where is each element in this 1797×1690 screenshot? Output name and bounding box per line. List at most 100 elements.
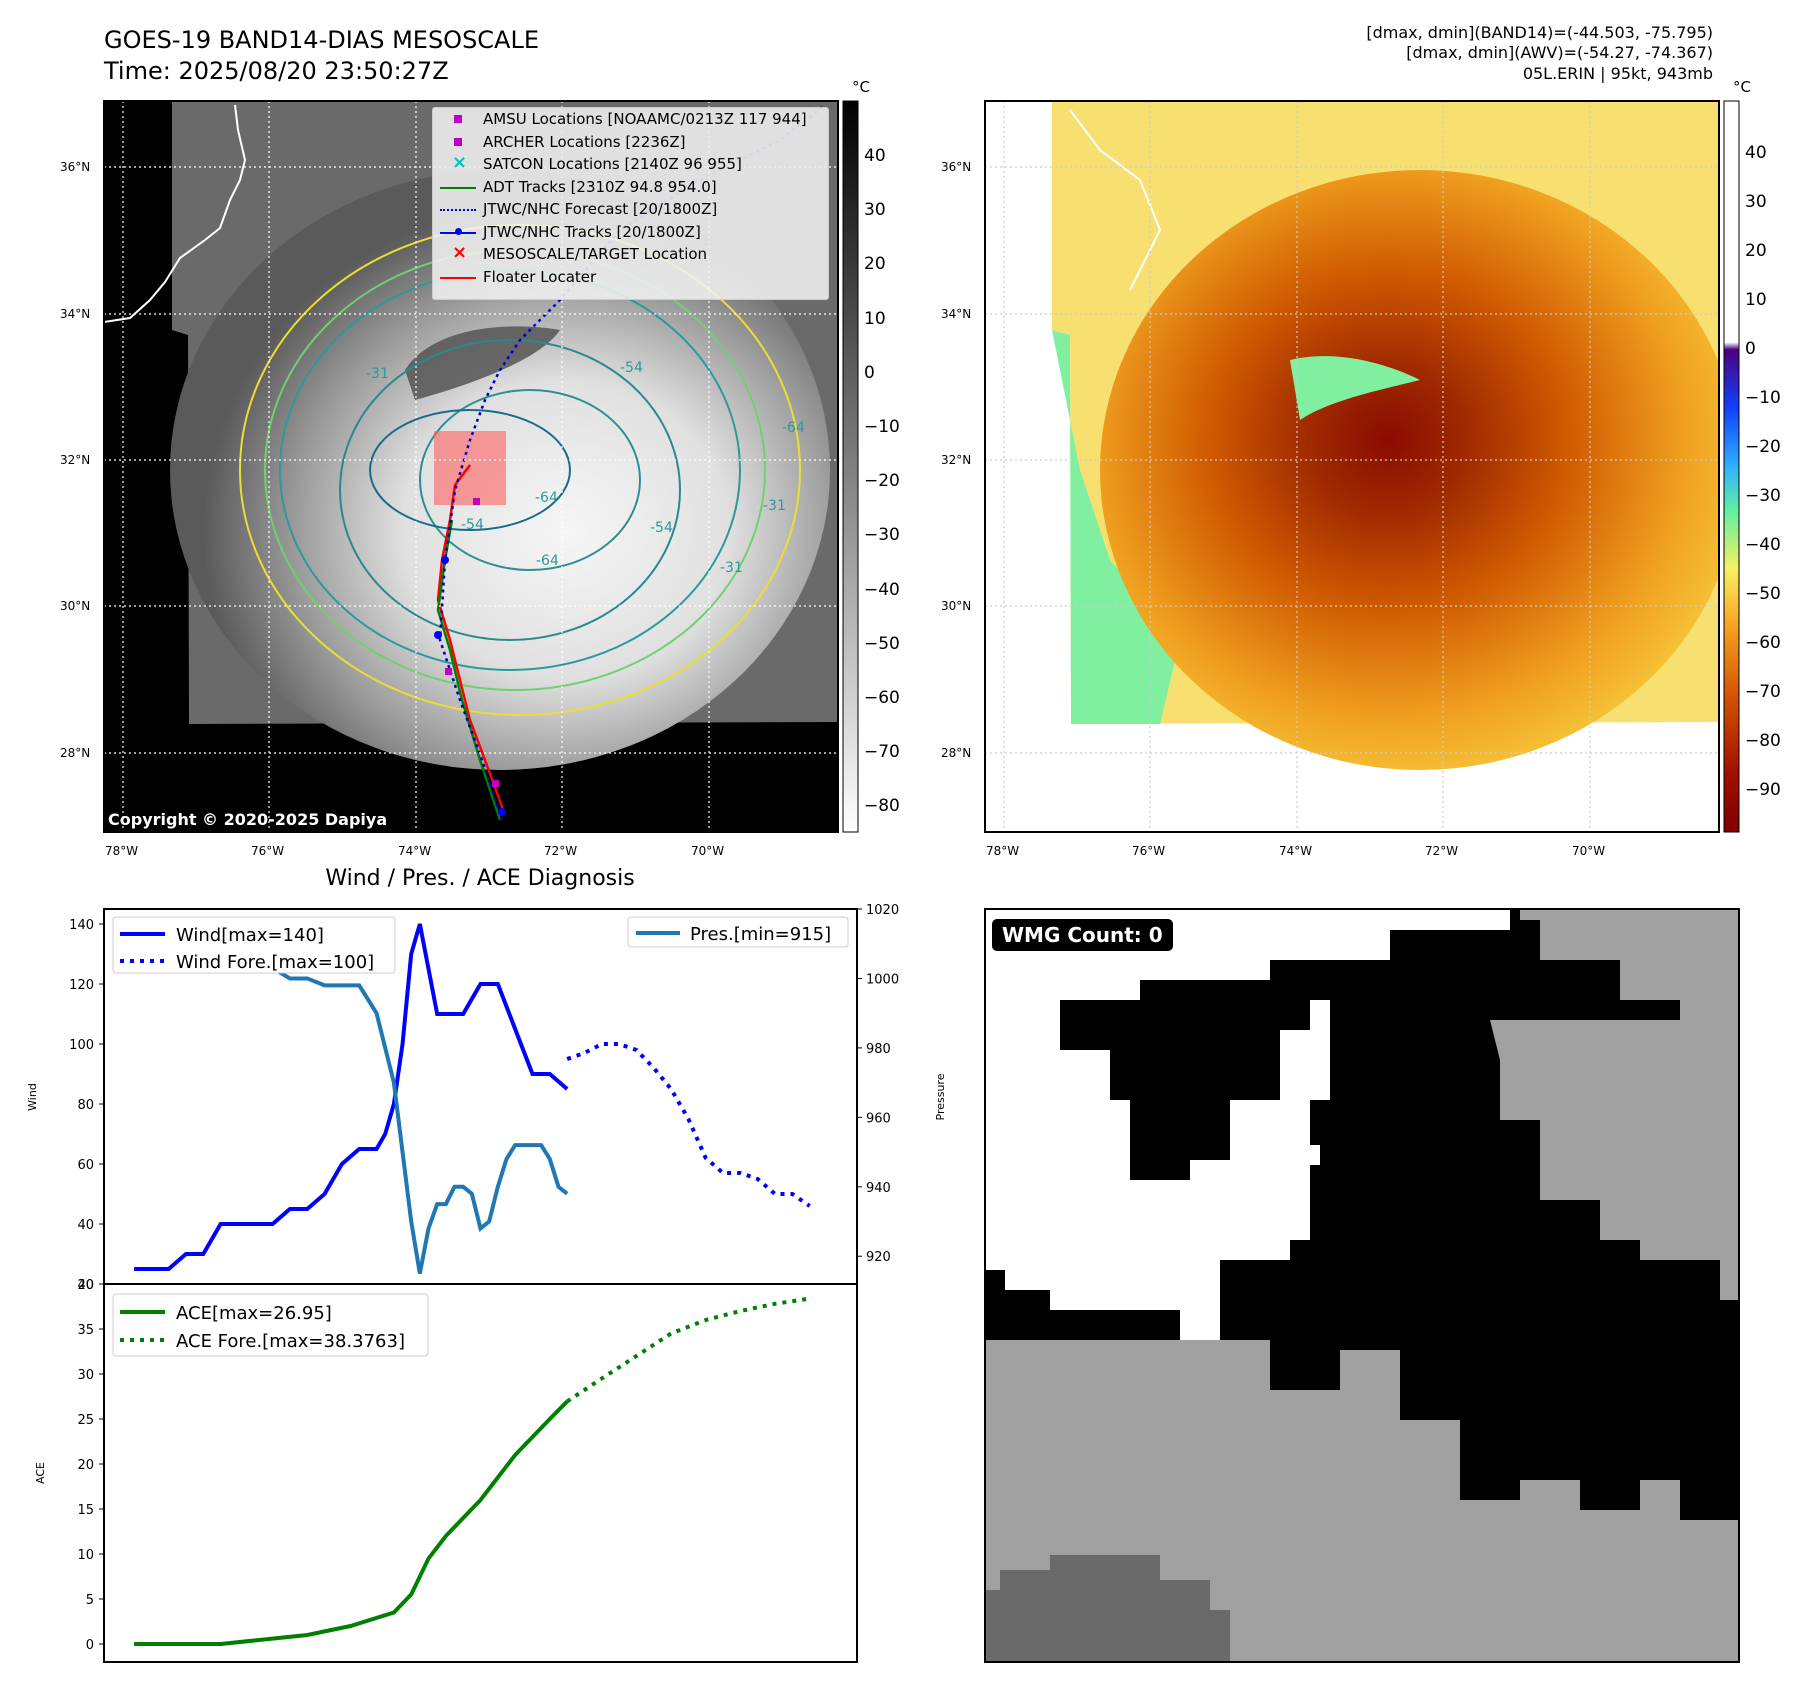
- wind-ytick-label: 60: [77, 1158, 94, 1173]
- wind-legend-label: Wind[max=140]: [176, 925, 324, 946]
- lon-label: 78°W: [105, 844, 139, 858]
- ace-legend-box: [112, 1293, 429, 1357]
- wind-ytick-label: 20: [77, 1278, 94, 1293]
- lat-label: 30°N: [60, 599, 91, 613]
- legend-marker-icon: [440, 209, 476, 211]
- ir-colorbar-tick: −20: [864, 471, 900, 492]
- ace-ytick-label: 20: [77, 1458, 94, 1473]
- awv-colorbar-tick: 20: [1745, 241, 1767, 261]
- lat-label: 32°N: [60, 453, 91, 467]
- ir-legend: [432, 107, 829, 300]
- awv-colorbar-tick: 30: [1745, 192, 1767, 212]
- lat-label: 28°N: [60, 746, 91, 760]
- awv-colorbar-tick: 10: [1745, 290, 1767, 310]
- contour-label: -31: [720, 560, 743, 576]
- lon-label: 72°W: [1425, 844, 1459, 858]
- legend-marker-icon: [454, 137, 462, 146]
- awv-colorbar-unit: °C: [1733, 78, 1751, 96]
- legend-marker-icon: ×: [452, 242, 468, 263]
- lon-label: 76°W: [1132, 844, 1166, 858]
- ace-ytick-label: 15: [77, 1503, 94, 1518]
- awv-colorbar-tick: −20: [1745, 437, 1781, 457]
- ace-ytick-label: 0: [86, 1638, 94, 1653]
- lon-label: 74°W: [398, 844, 432, 858]
- legend-label: MESOSCALE/TARGET Location: [483, 245, 708, 263]
- pres-ytick-label: 920: [866, 1250, 891, 1265]
- pres-ytick-label: 1020: [866, 903, 899, 918]
- lat-label: 34°N: [60, 307, 91, 321]
- ace-ytick-label: 5: [86, 1593, 94, 1608]
- wind-ytick-label: 100: [69, 1038, 94, 1053]
- figure-title: GOES-19 BAND14-DIAS MESOSCALE: [104, 26, 540, 54]
- wmg-mask-image: [985, 909, 1739, 1662]
- ace-legend-label: ACE[max=26.95]: [176, 1303, 332, 1324]
- pres-ytick-label: 940: [866, 1181, 891, 1196]
- wind-ytick-label: 140: [69, 918, 94, 933]
- ir-colorbar-tick: 20: [864, 254, 886, 275]
- ir-colorbar-unit: °C: [852, 78, 870, 96]
- info-line-1: [dmax, dmin](BAND14)=(-44.503, -75.795): [1366, 23, 1713, 42]
- ace-ytick-label: 10: [77, 1548, 94, 1563]
- wind-ytick-label: 40: [77, 1218, 94, 1233]
- pres-ytick-label: 960: [866, 1111, 891, 1126]
- ir-colorbar-tick: 30: [864, 200, 886, 221]
- ir-colorbar-tick: 0: [864, 362, 875, 383]
- wmg-count-badge: WMG Count: 0: [992, 919, 1173, 951]
- ir-colorbar-tick: −50: [864, 633, 900, 654]
- contour-label: -31: [763, 498, 786, 514]
- wind-ytick-label: 80: [77, 1098, 94, 1113]
- awv-colorbar-tick: −90: [1745, 780, 1781, 800]
- contour-label: -54: [461, 517, 484, 533]
- ir-colorbar-tick: −70: [864, 742, 900, 763]
- ace-series-line-1: [566, 1296, 810, 1404]
- ir-colorbar-tick: 40: [864, 146, 886, 166]
- legend-label: AMSU Locations [NOAAMC/0213Z 117 944]: [483, 110, 807, 128]
- lon-label: 70°W: [691, 844, 725, 858]
- info-line-2: [dmax, dmin](AWV)=(-54.27, -74.367): [1406, 43, 1713, 62]
- legend-label: JTWC/NHC Forecast [20/1800Z]: [483, 200, 718, 218]
- ir-colorbar-tick: −10: [864, 417, 900, 437]
- pres-ytick-label: 1000: [866, 972, 899, 987]
- wind-ytick-label: 120: [69, 978, 94, 993]
- lon-label: 74°W: [1279, 844, 1313, 858]
- ace-ytick-label: 30: [77, 1368, 94, 1383]
- legend-marker-icon: ×: [452, 152, 468, 173]
- lat-label: 30°N: [941, 599, 972, 613]
- legend-label: ADT Tracks [2310Z 94.8 954.0]: [483, 177, 717, 196]
- legend-label: ARCHER Locations [2236Z]: [483, 132, 686, 151]
- legend-label: JTWC/NHC Tracks [20/1800Z]: [483, 222, 701, 241]
- contour-label: -54: [650, 520, 673, 536]
- legend-marker-icon: [440, 186, 476, 189]
- awv-colorbar-tick: −50: [1745, 584, 1781, 604]
- awv-colorbar-tick: −10: [1745, 388, 1781, 408]
- lon-label: 70°W: [1572, 844, 1606, 858]
- copyright-label: Copyright © 2020-2025 Dapiya: [108, 810, 388, 829]
- lon-label: 72°W: [544, 844, 578, 858]
- ace-ytick-label: 35: [77, 1323, 94, 1338]
- contour-label: -31: [366, 366, 389, 382]
- lon-label: 76°W: [251, 844, 285, 858]
- ir-colorbar-tick: −40: [864, 579, 900, 600]
- awv-colorbar-tick: −40: [1745, 535, 1781, 555]
- awv-colorbar-tick: −30: [1745, 486, 1781, 506]
- legend-marker-icon: [454, 115, 462, 123]
- pressure-axis-label: Pressure: [934, 1073, 947, 1120]
- legend-dot-icon: [455, 227, 462, 235]
- legend-marker-icon: [440, 276, 476, 279]
- ace-series-line-0: [134, 1400, 569, 1646]
- ace-axes-frame: [103, 1283, 858, 1663]
- contour-label: -54: [620, 360, 643, 376]
- lat-label: 36°N: [60, 160, 91, 174]
- pres-legend-box: [627, 916, 849, 948]
- pres-ytick-label: 980: [866, 1042, 891, 1057]
- lon-label: 78°W: [986, 844, 1020, 858]
- awv-colorbar-tick: −80: [1745, 731, 1781, 751]
- awv-colorbar-tick: −60: [1745, 633, 1781, 653]
- windfore-legend-label: Wind Fore.[max=100]: [176, 952, 374, 973]
- ir-colorbar-tick: 10: [864, 308, 886, 329]
- ace-ytick-label: 25: [77, 1413, 94, 1428]
- diagnosis-title: Wind / Pres. / ACE Diagnosis: [325, 866, 635, 891]
- wind-legend-box: [112, 916, 396, 974]
